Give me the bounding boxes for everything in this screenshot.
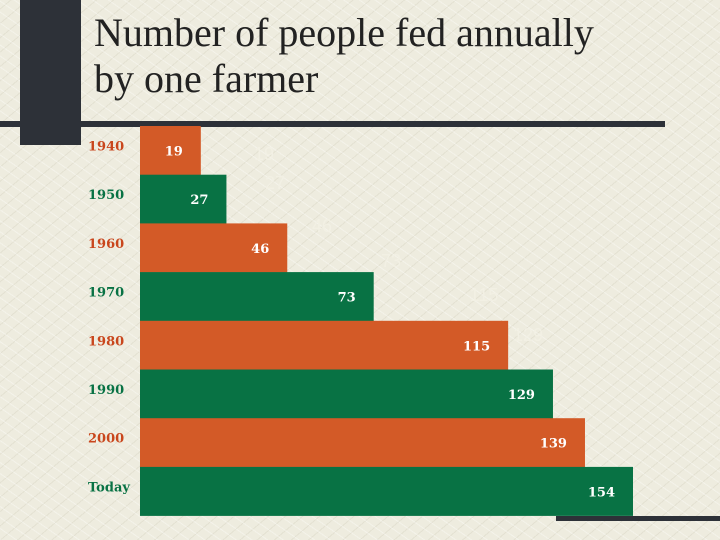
category-label: 1940 [88, 140, 124, 155]
title-divider-rule [0, 121, 665, 127]
slide-title-line-2: by one farmer [94, 56, 319, 101]
ghost-value-label: 46 [312, 216, 332, 236]
slide-title: Number of people fed annually by one far… [94, 10, 694, 102]
bar-value-label: 115 [463, 339, 490, 354]
slide-title-line-1: Number of people fed annually [94, 10, 594, 55]
bar-1950 [140, 174, 227, 224]
category-label: 1990 [88, 383, 124, 398]
ghost-value-label: 19 [254, 144, 274, 164]
ghost-value-label: 129 [513, 325, 543, 345]
category-label: 1980 [88, 334, 124, 349]
bar-value-label: 27 [190, 193, 208, 208]
bar-1970 [140, 272, 374, 322]
category-label: 1950 [88, 188, 124, 203]
bar-1960 [140, 223, 288, 273]
bar-value-label: 19 [165, 145, 183, 160]
bar-value-label: 154 [588, 485, 615, 500]
ghost-value-label: 27 [265, 173, 285, 193]
bar-2000 [140, 418, 585, 468]
ghost-value-label: 115 [470, 285, 499, 305]
decorative-dark-block [20, 0, 81, 145]
category-label: Today [88, 480, 130, 495]
bottom-accent-rule [556, 516, 720, 521]
bar-value-label: 73 [338, 291, 356, 306]
bar-value-label: 139 [540, 437, 567, 452]
category-label: 1960 [88, 237, 124, 252]
bar-today [140, 466, 633, 516]
bar-1980 [140, 320, 509, 370]
category-label: 2000 [88, 432, 124, 447]
bar-value-label: 46 [251, 242, 269, 257]
bar-value-label: 129 [508, 388, 535, 403]
ghost-value-label: 73 [381, 251, 401, 271]
bar-1990 [140, 369, 553, 419]
category-label: 1970 [88, 286, 124, 301]
bar-1940 [140, 126, 201, 175]
